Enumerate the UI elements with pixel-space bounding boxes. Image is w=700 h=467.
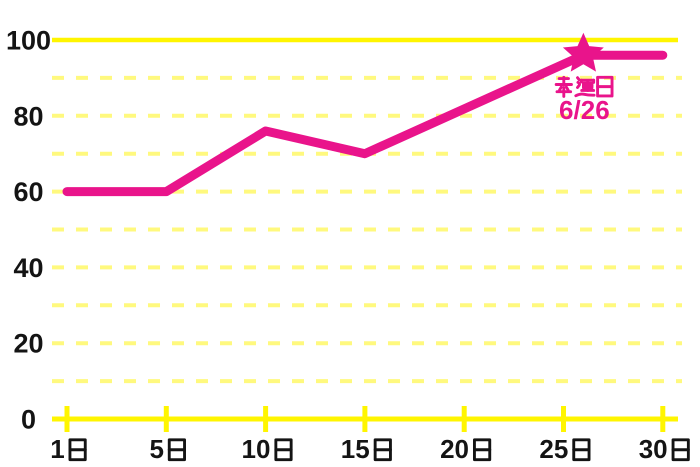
lucky-day-date: 6/26 [559, 95, 610, 125]
x-tick-label-kanji-day [274, 438, 293, 462]
y-tick-label: 80 [13, 101, 43, 131]
kanji-運 [574, 76, 596, 98]
y-tick-label: 60 [13, 177, 43, 207]
x-tick-label-kanji-day [671, 438, 690, 462]
x-tick-label: 5 [150, 434, 164, 464]
luck-line [62, 50, 668, 197]
x-tick-label-kanji-day [473, 438, 492, 462]
y-tick-label: 40 [13, 253, 43, 283]
lucky-day-label [554, 75, 614, 98]
kanji-幸 [554, 75, 573, 98]
y-tick-label: 0 [21, 405, 36, 435]
y-tick-label: 100 [6, 26, 51, 56]
x-tick-label-kanji-day [373, 438, 392, 462]
x-tick-label: 10 [242, 434, 271, 464]
x-tick-label: 25 [539, 434, 568, 464]
x-tick-label: 15 [341, 434, 370, 464]
x-tick-label-kanji-day [68, 438, 87, 462]
kanji-日 [596, 75, 614, 98]
x-tick-label-kanji-day [167, 438, 186, 462]
lucky-day-star-icon [562, 32, 604, 72]
y-tick-label: 20 [13, 329, 43, 359]
x-tick-label: 20 [440, 434, 469, 464]
x-tick-label-kanji-day [572, 438, 591, 462]
x-tick-label: 30 [639, 434, 668, 464]
x-tick-label: 1 [50, 434, 64, 464]
